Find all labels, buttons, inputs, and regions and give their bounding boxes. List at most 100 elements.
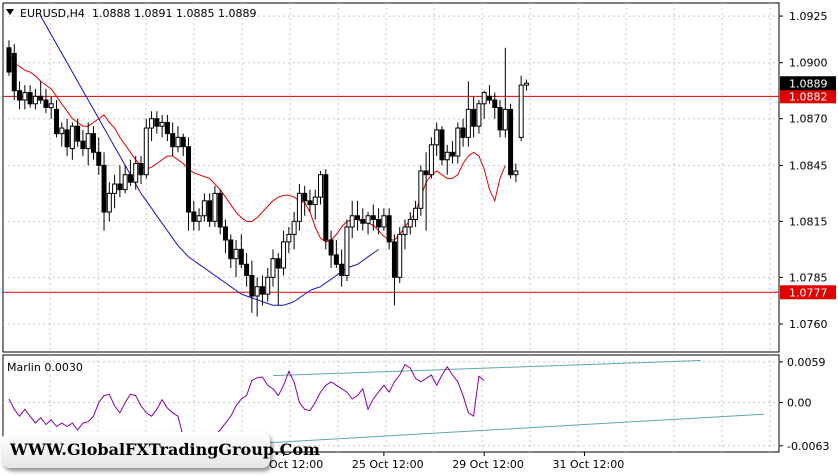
candle-body [43,99,49,109]
candle-body [312,196,318,206]
level-price-tag [780,89,836,104]
candle-body [344,226,350,276]
candle-body [349,215,355,228]
candle-body [207,200,213,222]
candle-body [180,136,186,148]
candle-body [159,121,165,127]
candle-body [339,263,345,276]
indicator-y-tick-label: -0.0063 [787,440,829,453]
candle-body [296,192,302,222]
y-tick-label: 1.0845 [789,159,828,172]
candle-body [286,233,292,243]
y-tick-label: 1.0925 [789,10,828,23]
candle-body [450,151,456,157]
candle-body [333,254,339,265]
candle-body [59,127,65,135]
candle-body [85,133,91,150]
y-tick-label: 1.0815 [789,215,828,228]
candle-body [238,248,244,265]
level-price-label: 1.0882 [789,90,828,103]
candle-body [22,92,28,101]
x-tick-label: 29 Oct 12:00 [452,458,524,471]
candle-body [175,136,181,148]
candle-body [38,95,44,101]
candle-body [428,144,434,176]
candle-body [523,82,529,86]
candle-body [460,127,466,138]
candle-body [270,258,276,278]
candle-body [328,239,334,256]
candle-body [365,215,371,224]
x-tick-label: 31 Oct 12:00 [553,458,625,471]
candle-body [17,90,23,101]
candle-body [11,52,17,92]
candle-body [376,218,382,228]
y-tick-label: 1.0900 [789,57,828,70]
candle-body [186,146,192,213]
candle-body [486,95,492,101]
candle-body [201,200,207,217]
indicator-line [8,363,485,446]
candle-body [476,103,482,127]
candle-body [170,133,176,148]
candle-body [402,226,408,235]
candle-body [228,239,234,260]
candle-body [96,151,102,166]
candle-body [302,192,308,202]
candle-body [439,129,445,161]
indicator-y-tick-label: 0.00 [787,396,812,409]
indicator-panel: Marlin 0.0030 [2,354,780,453]
candle-body [481,92,487,105]
moving-average-blue [40,15,379,306]
candle-body [112,183,118,194]
indicator-y-tick-label: 0.0059 [787,356,826,369]
candle-body [249,274,255,297]
candle-body [64,129,70,148]
candle-body [291,220,297,235]
y-tick-label: 1.0760 [789,318,828,331]
candle-body [233,248,239,260]
y-tick-label: 1.0870 [789,113,828,126]
level-price-tag [780,285,836,300]
y-tick-label: 1.0785 [789,271,828,284]
candle-body [27,92,33,105]
current-price-tag [780,76,836,91]
axes-layer: 1.0925 1.0900 1.0870 1.0845 1.0815 1.0785 1.07… [252,10,836,471]
candle-body [122,174,128,191]
candle-body [254,286,260,297]
candle-body [318,174,324,198]
candle-body [48,103,54,109]
candle-body [386,215,392,243]
candle-body [222,226,228,241]
candle-body [434,129,440,146]
dropdown-triangle-icon [6,9,14,15]
candle-body [191,211,197,222]
candle-body [80,140,86,150]
candle-body [413,207,419,220]
candle-body [360,218,366,224]
candle-body [259,286,265,295]
candle-body [138,163,144,176]
candle-body [418,170,424,209]
candle-body [117,183,123,191]
candle-body [370,215,376,220]
candle-body [265,276,271,295]
candle-body [106,192,112,213]
level-price-label: 1.0777 [789,286,828,299]
candle-body [354,215,360,220]
candle-body [54,108,60,135]
indicator-trendline [272,360,701,377]
candle-body [127,174,133,183]
candle-body [281,241,287,269]
candle-body [212,192,218,222]
candle-body [69,125,75,150]
indicator-trendline [251,413,765,445]
candle-body [323,174,329,241]
candle-body [196,215,202,222]
candle-body [513,170,519,176]
candle-body [465,108,471,138]
indicator-label: Marlin 0.0030 [7,361,83,374]
x-tick-label: 25 Oct 12:00 [352,458,424,471]
candle-body [423,170,429,176]
